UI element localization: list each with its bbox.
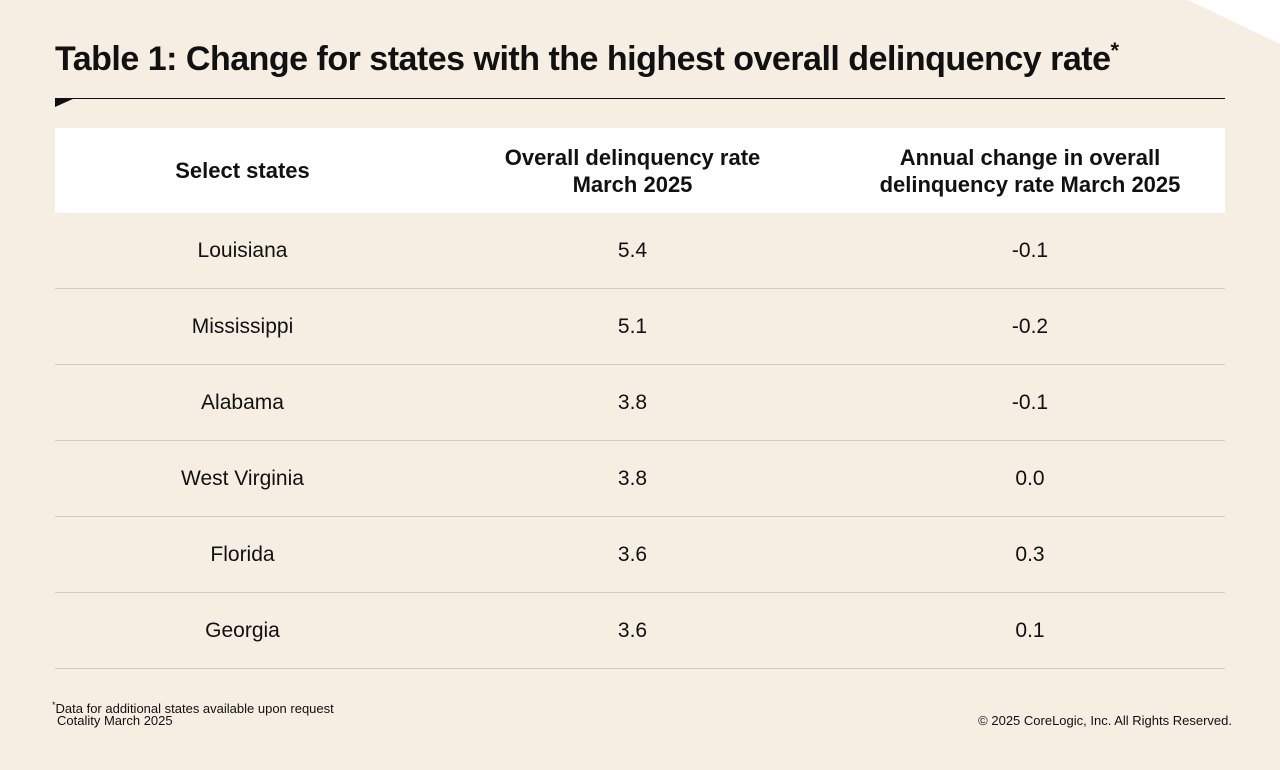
header-line: Overall delinquency rate (504, 144, 761, 170)
header-line: March 2025 (572, 171, 693, 197)
rate-cell: 3.6 (430, 592, 835, 669)
state-cell: Florida (55, 516, 430, 593)
rate-cell: 3.6 (430, 516, 835, 593)
change-cell: 0.3 (835, 516, 1225, 593)
folded-corner (1188, 0, 1280, 44)
change-cell: -0.1 (835, 364, 1225, 441)
footnote-text: Data for additional states available upo… (55, 701, 334, 716)
change-cell: 0.1 (835, 592, 1225, 669)
table-row: Georgia 3.6 0.1 (55, 592, 1225, 669)
header-line: Annual change in overall (899, 144, 1161, 170)
title-rule (55, 98, 1225, 99)
state-cell: Louisiana (55, 213, 430, 289)
table-header-row: Select states Overall delinquency rate M… (55, 128, 1225, 213)
table-row: Louisiana 5.4 -0.1 (55, 213, 1225, 289)
footnote-asterisk: * (52, 700, 56, 710)
footnote: *Data for additional states available up… (52, 697, 334, 717)
delinquency-table: Select states Overall delinquency rate M… (55, 128, 1225, 669)
table-title: Table 1: Change for states with the high… (55, 38, 1119, 79)
header-annual-change: Annual change in overall delinquency rat… (835, 128, 1225, 213)
table-row: Alabama 3.8 -0.1 (55, 364, 1225, 441)
header-line: delinquency rate March 2025 (879, 171, 1181, 197)
source-note: Cotality March 2025 (57, 713, 173, 728)
title-asterisk: * (1110, 38, 1120, 63)
state-cell: West Virginia (55, 440, 430, 517)
table-row: West Virginia 3.8 0.0 (55, 440, 1225, 517)
rate-cell: 3.8 (430, 364, 835, 441)
header-line: Select states (175, 158, 310, 183)
header-select-states: Select states (55, 128, 430, 213)
state-cell: Mississippi (55, 288, 430, 365)
title-text: Table 1: Change for states with the high… (55, 40, 1111, 78)
table-row: Florida 3.6 0.3 (55, 516, 1225, 593)
change-cell: 0.0 (835, 440, 1225, 517)
header-overall-delinquency-rate: Overall delinquency rate March 2025 (430, 128, 835, 213)
state-cell: Alabama (55, 364, 430, 441)
change-cell: -0.2 (835, 288, 1225, 365)
rate-cell: 5.1 (430, 288, 835, 365)
state-cell: Georgia (55, 592, 430, 669)
title-rule-wedge (55, 98, 75, 107)
copyright-note: © 2025 CoreLogic, Inc. All Rights Reserv… (978, 713, 1232, 728)
rate-cell: 5.4 (430, 213, 835, 289)
table-row: Mississippi 5.1 -0.2 (55, 288, 1225, 365)
rate-cell: 3.8 (430, 440, 835, 517)
change-cell: -0.1 (835, 213, 1225, 289)
